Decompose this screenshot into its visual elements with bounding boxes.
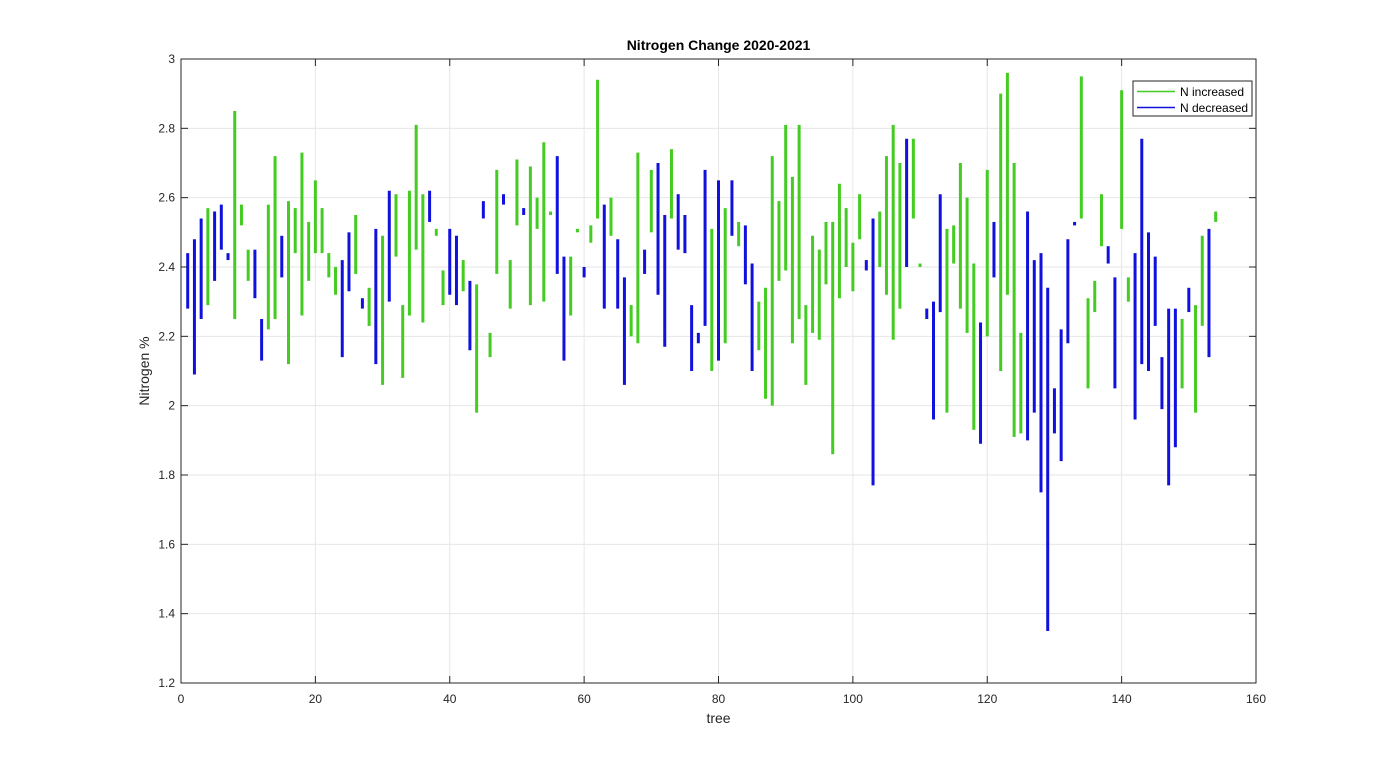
- legend-label-increased: N increased: [1180, 85, 1244, 99]
- legend: N increased N decreased: [1132, 80, 1253, 117]
- x-tick-label: 40: [443, 692, 457, 706]
- x-tick-label: 140: [1112, 692, 1132, 706]
- y-tick-label: 2.8: [158, 121, 175, 135]
- y-tick-label: 3: [168, 52, 175, 66]
- legend-box: [1132, 80, 1253, 117]
- bars: [186, 72, 1218, 631]
- y-axis-label: Nitrogen %: [136, 336, 152, 405]
- y-tick-label: 1.4: [158, 607, 175, 621]
- x-tick-label: 80: [712, 692, 726, 706]
- x-axis-label: tree: [706, 710, 730, 726]
- x-tick-label: 160: [1246, 692, 1266, 706]
- x-tick-label: 20: [309, 692, 323, 706]
- x-tick-label: 120: [977, 692, 997, 706]
- ticks: 0 20 40 60 80 100 120 140 160 1.2 1.4 1.6 1.8 2 2.2 2.4…: [158, 52, 1266, 706]
- y-tick-label: 2: [168, 399, 175, 413]
- y-tick-label: 2.6: [158, 191, 175, 205]
- chart-title: Nitrogen Change 2020-2021: [627, 37, 811, 53]
- x-tick-label: 0: [178, 692, 185, 706]
- y-tick-label: 1.2: [158, 676, 175, 690]
- y-tick-label: 1.6: [158, 537, 175, 551]
- legend-label-decreased: N decreased: [1180, 101, 1248, 115]
- x-tick-label: 100: [843, 692, 863, 706]
- y-tick-label: 2.4: [158, 260, 175, 274]
- x-tick-label: 60: [577, 692, 591, 706]
- y-tick-label: 1.8: [158, 468, 175, 482]
- y-tick-label: 2.2: [158, 329, 175, 343]
